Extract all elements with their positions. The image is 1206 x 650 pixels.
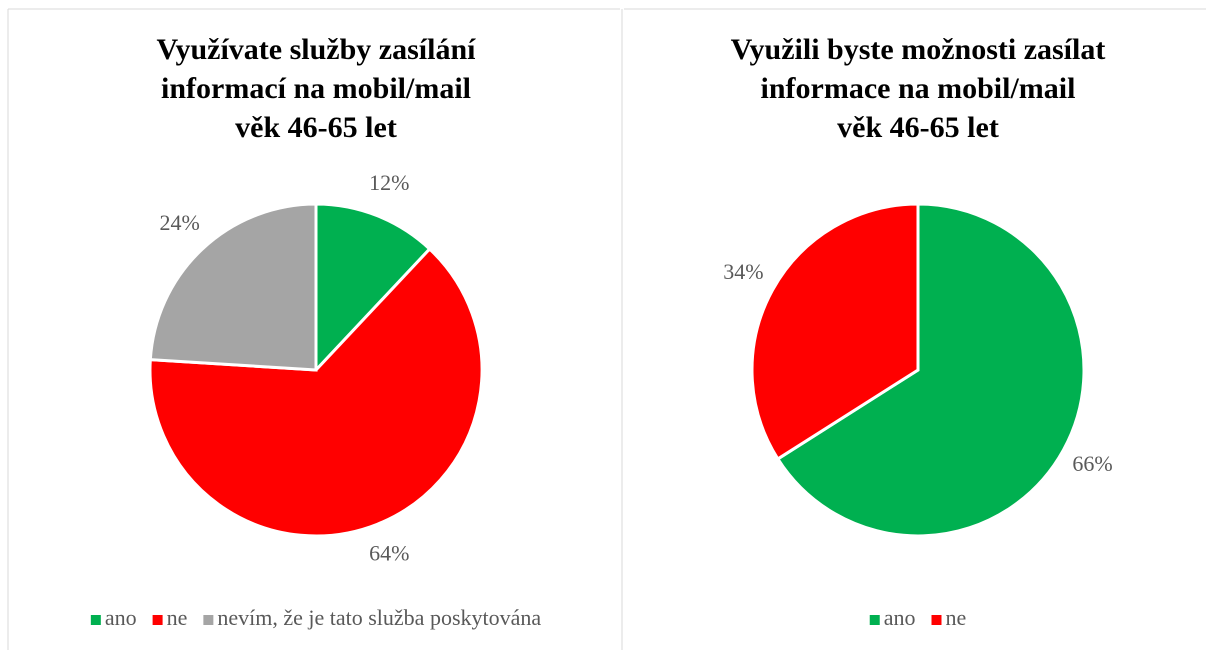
pie-slice bbox=[775, 202, 1086, 538]
pie-slice bbox=[314, 202, 432, 374]
pie-slice bbox=[148, 202, 318, 372]
chart-title: Využívate služby zasílání bbox=[157, 33, 477, 66]
legend-label: ano bbox=[105, 605, 137, 630]
legend-swatch bbox=[203, 615, 214, 625]
legend-swatch bbox=[931, 615, 942, 625]
data-label: 24% bbox=[159, 210, 199, 235]
legend-swatch bbox=[90, 615, 101, 625]
chart-title: věk 46-65 let bbox=[235, 111, 397, 144]
pie-slice bbox=[750, 202, 920, 462]
legend-label: ne bbox=[167, 605, 188, 630]
data-label: 34% bbox=[723, 259, 763, 284]
data-label: 66% bbox=[1072, 451, 1112, 476]
pie-slice bbox=[148, 246, 484, 538]
legend-swatch bbox=[869, 615, 880, 625]
chart-title: věk 46-65 let bbox=[837, 111, 999, 144]
data-label: 64% bbox=[369, 540, 409, 565]
chart-title: informace na mobil/mail bbox=[761, 72, 1076, 105]
legend-swatch bbox=[152, 615, 163, 625]
data-label: 12% bbox=[369, 170, 409, 195]
legend-label: ne bbox=[946, 605, 967, 630]
legend-label: nevím, že je tato služba poskytována bbox=[217, 605, 541, 630]
chart-title: informací na mobil/mail bbox=[161, 72, 471, 105]
legend-label: ano bbox=[884, 605, 916, 630]
chart-title: Využili byste možnosti zasílat bbox=[731, 33, 1106, 66]
